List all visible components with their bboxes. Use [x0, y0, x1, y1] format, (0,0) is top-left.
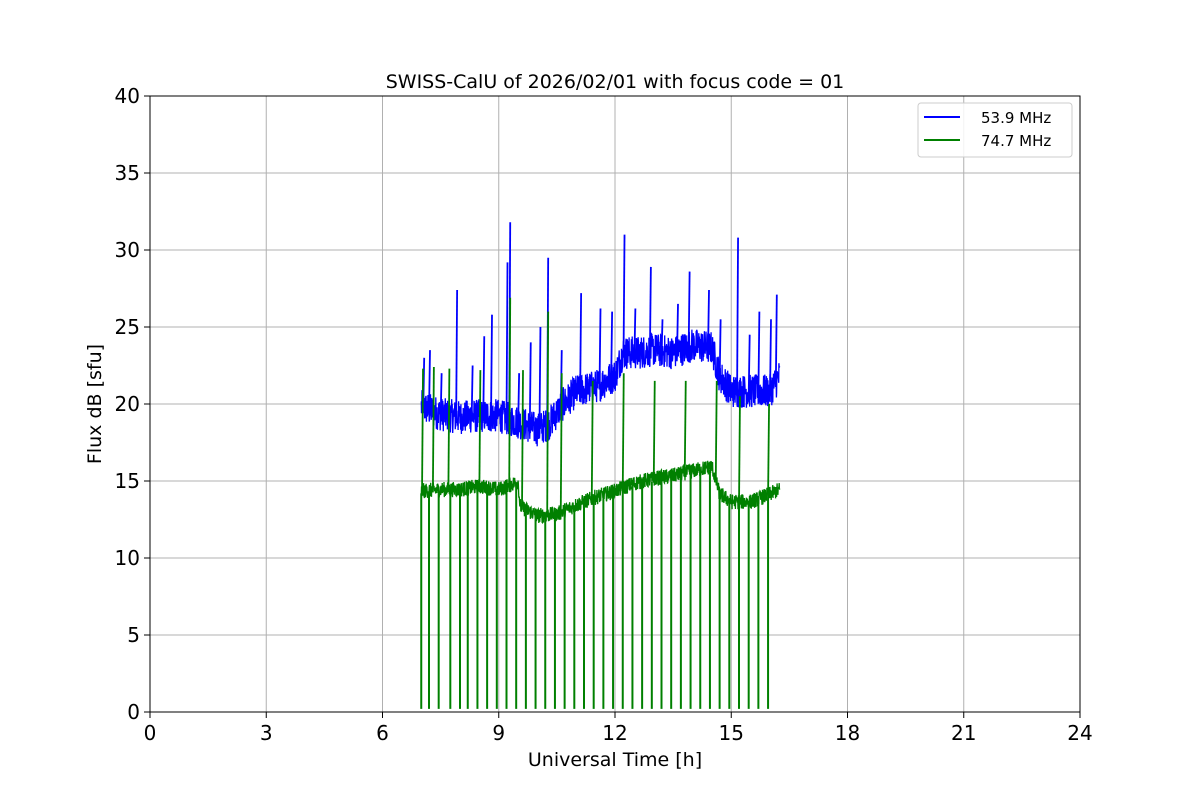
series-spike: [714, 380, 718, 483]
y-tick-label: 15: [115, 469, 140, 493]
series-spike: [648, 266, 652, 356]
series-spike: [528, 342, 532, 432]
series-spike: [676, 303, 679, 357]
y-tick-label: 20: [115, 392, 140, 416]
series-spike: [590, 380, 594, 502]
series-spike: [431, 367, 435, 493]
y-tick-label: 25: [115, 315, 140, 339]
x-axis: 0 3 6 9 12 15 18 21 24: [144, 712, 1093, 745]
y-tick-label: 10: [115, 546, 140, 570]
x-tick-label: 18: [835, 721, 860, 745]
x-tick-label: 9: [492, 721, 505, 745]
series-spike: [707, 290, 710, 353]
series-spike: [718, 319, 722, 381]
y-tick-label: 40: [115, 84, 140, 108]
x-tick-label: 15: [719, 721, 744, 745]
series-spike: [736, 237, 739, 397]
series-spike: [490, 314, 493, 421]
series-spike: [428, 350, 431, 415]
y-axis: 0 5 10 15 20 25 30 35 40: [115, 84, 150, 724]
series-layer: [420, 222, 781, 709]
series-spike: [508, 297, 512, 488]
series-spike: [747, 334, 751, 397]
series-spike: [687, 271, 691, 352]
series-spike: [521, 370, 524, 510]
y-tick-label: 30: [115, 238, 140, 262]
series-spike: [774, 294, 778, 388]
x-axis-label: Universal Time [h]: [528, 749, 702, 771]
x-tick-label: 0: [144, 721, 157, 745]
series-spike: [610, 311, 614, 384]
series-spike: [769, 319, 772, 397]
series-spike: [455, 290, 459, 422]
series-spike: [579, 293, 583, 396]
series-spike: [738, 396, 741, 505]
series-line: [420, 460, 781, 525]
legend-label-74-7-mhz: 74.7 MHz: [981, 132, 1051, 150]
series-spike: [505, 262, 509, 424]
x-tick-label: 21: [951, 721, 976, 745]
series-spike: [470, 365, 474, 422]
series-spike: [622, 234, 626, 358]
series-spike: [767, 403, 770, 498]
series-spike: [598, 308, 602, 390]
series-spike: [538, 326, 542, 434]
series-spike: [683, 380, 687, 476]
series-spike: [652, 380, 656, 482]
series-spike: [517, 373, 521, 428]
legend: 53.9 MHz 74.7 MHz: [917, 102, 1073, 158]
legend-label-53-9-mhz: 53.9 MHz: [981, 109, 1051, 127]
series-spike: [439, 373, 443, 420]
x-tick-label: 3: [260, 721, 273, 745]
chart-title: SWISS-CalU of 2026/02/01 with focus code…: [386, 71, 845, 93]
series-spike: [633, 308, 637, 358]
series-spike: [621, 373, 625, 491]
series-74-7-mhz: [420, 297, 781, 709]
series-spike: [478, 370, 482, 489]
series-spike: [482, 336, 486, 421]
series-spike: [546, 311, 550, 518]
series-spike: [559, 373, 563, 515]
y-tick-label: 35: [115, 161, 140, 185]
series-spike: [660, 319, 664, 356]
series-spike: [447, 368, 451, 492]
y-axis-label: Flux dB [sfu]: [84, 344, 106, 464]
x-tick-label: 6: [376, 721, 389, 745]
x-tick-label: 12: [602, 721, 627, 745]
x-tick-label: 24: [1067, 721, 1092, 745]
y-tick-label: 0: [127, 700, 140, 724]
y-tick-label: 5: [127, 623, 140, 647]
series-spike: [757, 311, 761, 397]
series-spike: [421, 368, 424, 494]
